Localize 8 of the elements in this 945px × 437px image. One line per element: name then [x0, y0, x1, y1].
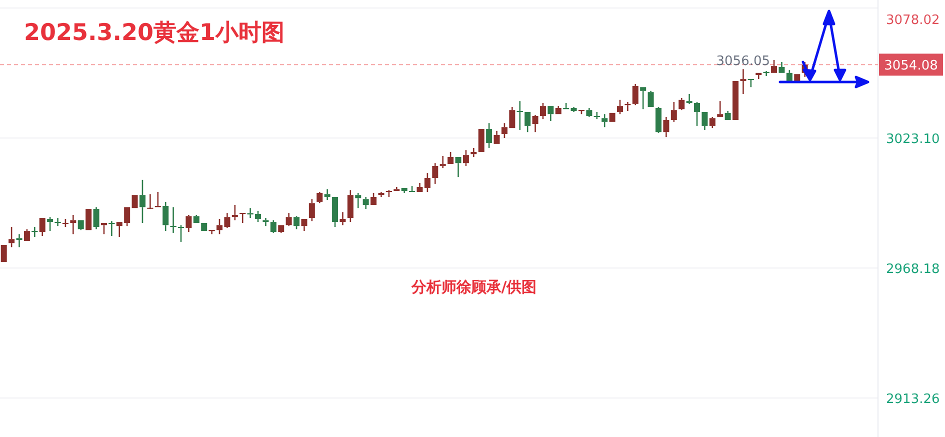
- text: 2025.3.20黄金1小时图: [24, 20, 285, 46]
- annotation: 3056.05: [716, 54, 770, 70]
- ref-line-label: 3054.08: [884, 58, 938, 74]
- annotation: 分析师徐顾承/供图: [410, 278, 537, 296]
- y-tick-label: 2913.26: [886, 392, 940, 408]
- y-tick-label: 3078.02: [886, 13, 940, 28]
- y-tick-label: 3023.10: [886, 132, 940, 148]
- y-tick-label: 2968.18: [886, 262, 940, 278]
